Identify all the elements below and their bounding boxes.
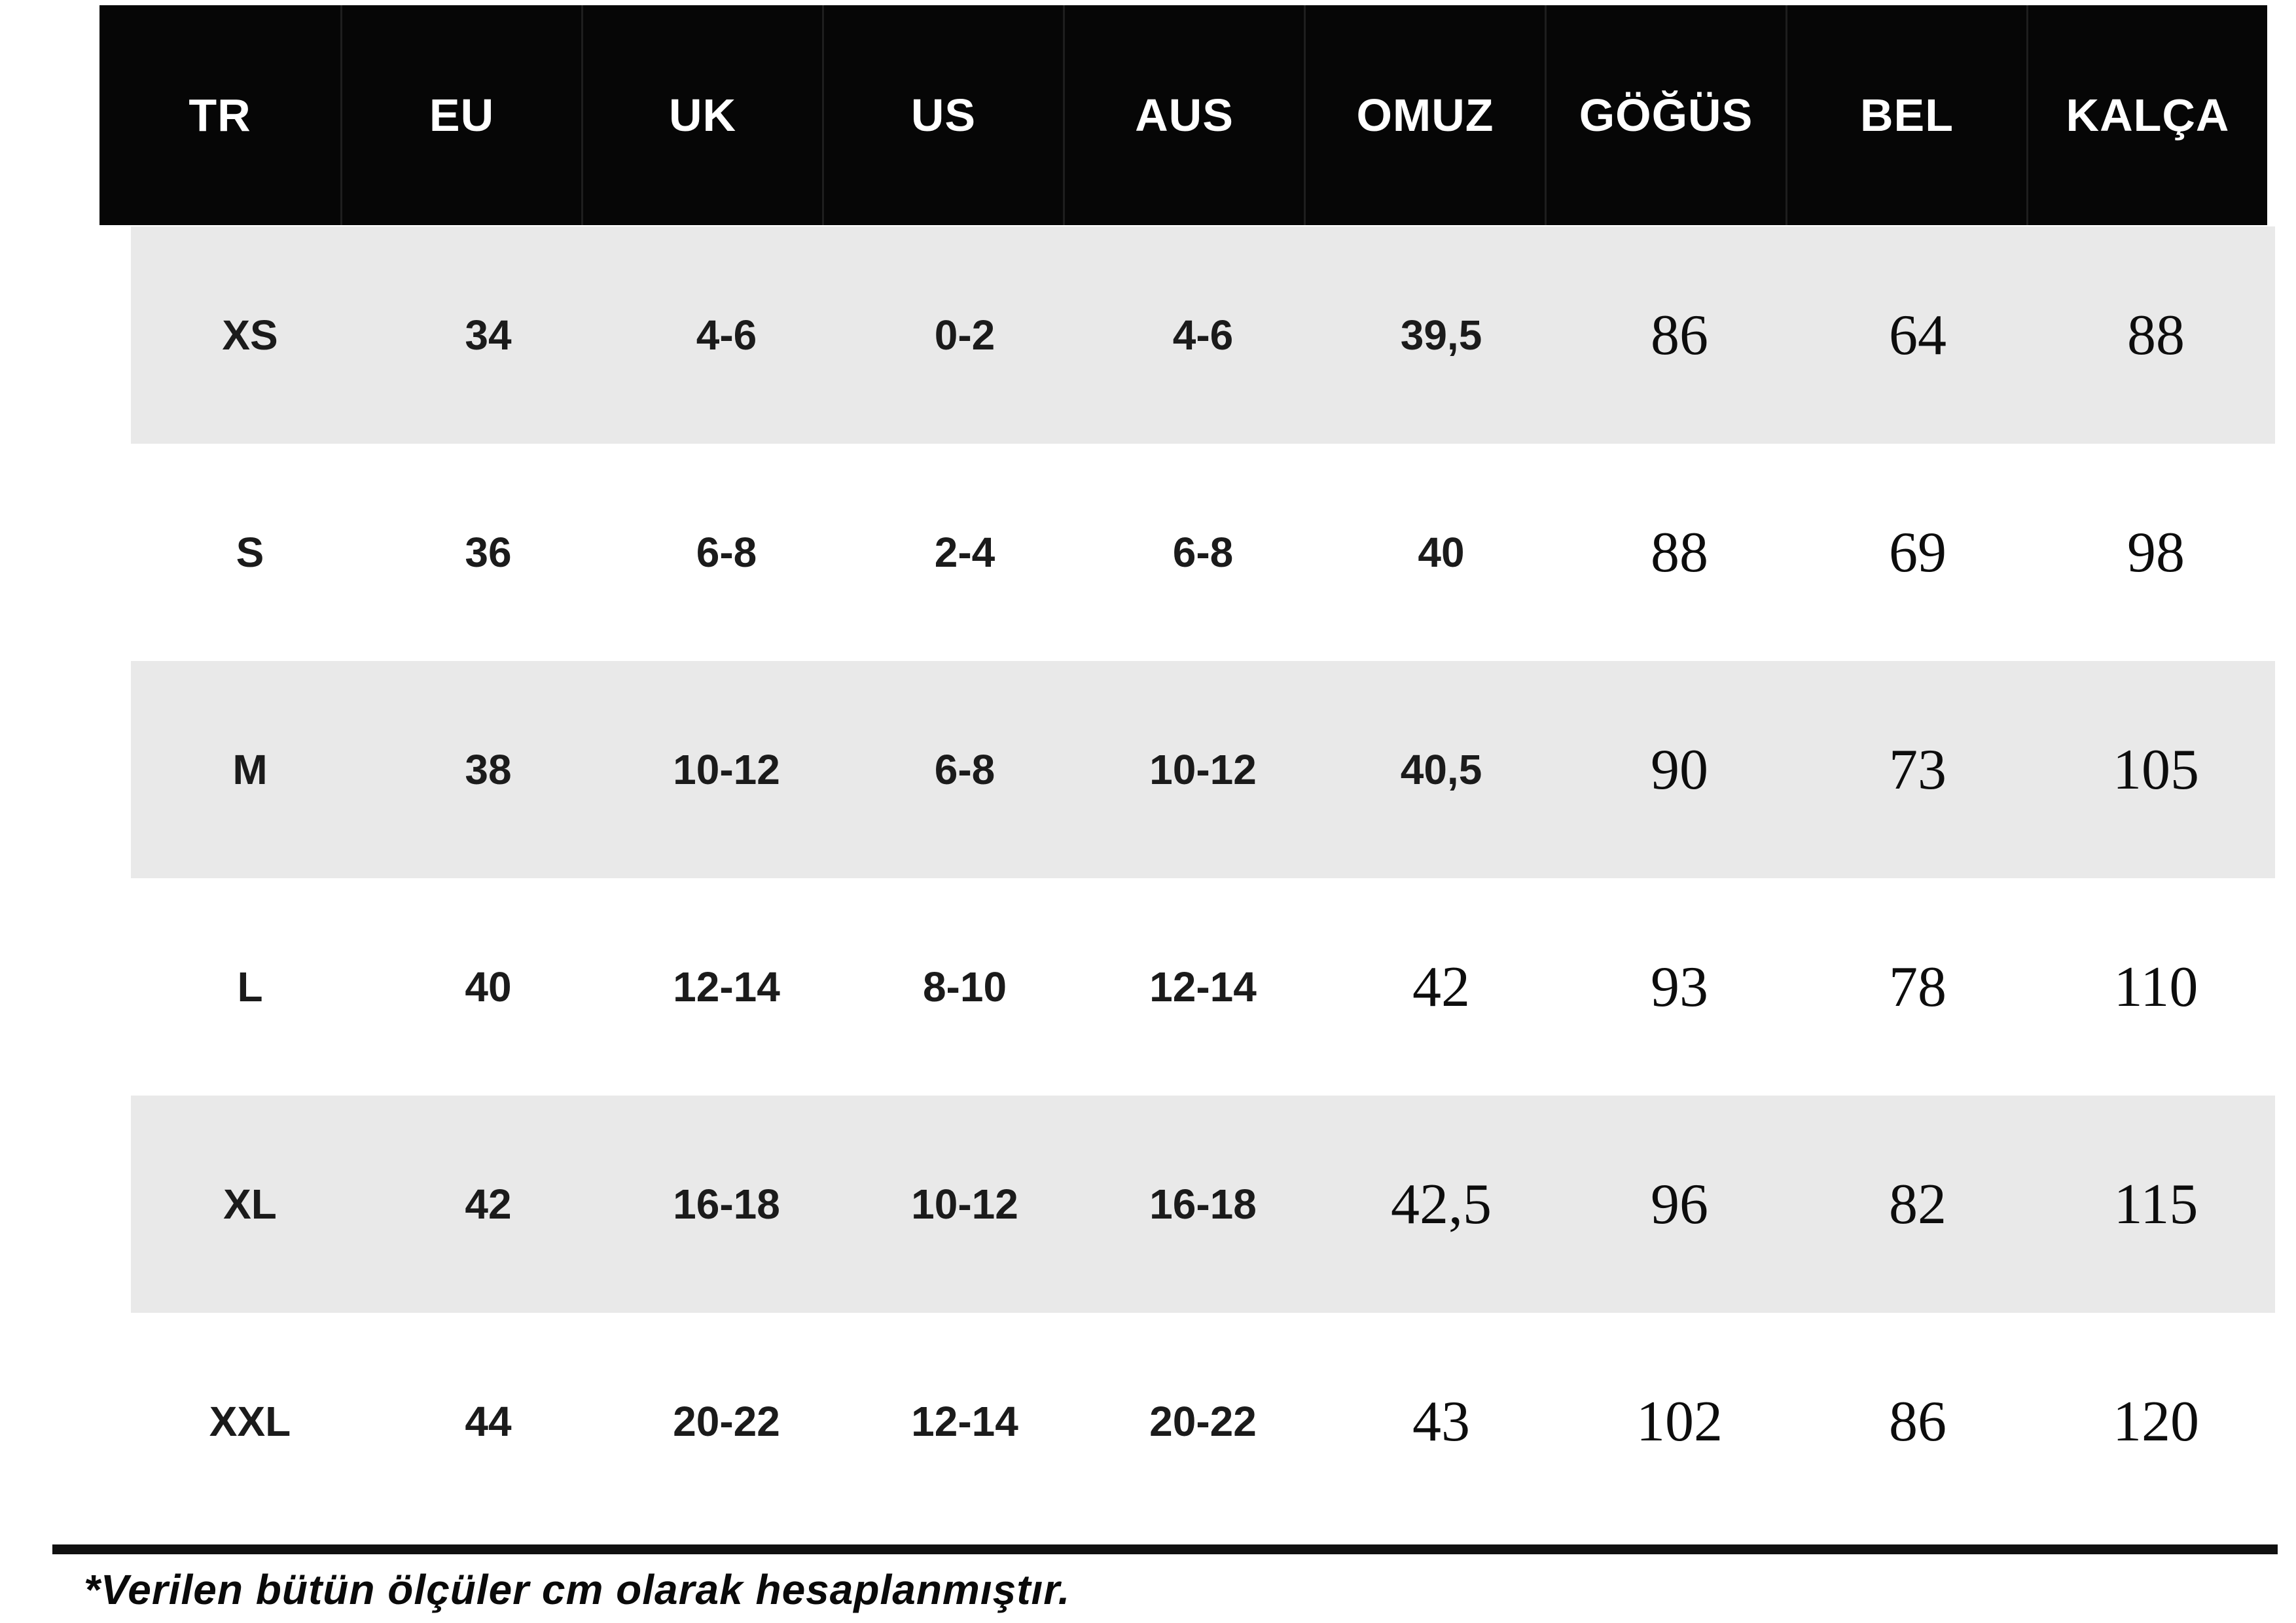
table-cell: 96: [1651, 1172, 1708, 1236]
table-cell: 40: [1418, 529, 1465, 576]
size-label: S: [236, 529, 264, 576]
table-cell: 88: [2127, 303, 2185, 367]
column-header: GÖĞÜS: [1545, 5, 1785, 225]
table-cell: 12-14: [1149, 963, 1257, 1010]
size-label: XS: [222, 312, 278, 359]
table-cell: 6-8: [934, 746, 996, 793]
table-row: M 38 10-12 6-8 10-12 40,5 90 73 105: [131, 661, 2275, 878]
table-cell: 40,5: [1400, 746, 1482, 793]
table-body: XS 34 4-6 0-2 4-6 39,5 86 64 88 S 36 6-8 2-4 6-8 40 88 6…: [131, 226, 2275, 1530]
column-header: US: [822, 5, 1063, 225]
table-cell: 78: [1889, 955, 1946, 1019]
size-label: M: [232, 746, 268, 793]
column-header: AUS: [1063, 5, 1304, 225]
footnote: *Verilen bütün ölçüler cm olarak hesapla…: [84, 1566, 1071, 1613]
table-cell: 120: [2113, 1389, 2199, 1454]
table-cell: 86: [1651, 303, 1708, 367]
table-cell: 16-18: [1149, 1181, 1257, 1228]
table-cell: 8-10: [922, 963, 1007, 1010]
table-cell: 38: [465, 746, 512, 793]
table-cell: 20-22: [1149, 1398, 1257, 1445]
table-row: S 36 6-8 2-4 6-8 40 88 69 98: [131, 444, 2275, 661]
table-cell: 6-8: [696, 529, 757, 576]
table-cell: 42,5: [1391, 1172, 1492, 1236]
table-cell: 16-18: [673, 1181, 780, 1228]
table-cell: 42: [1412, 955, 1470, 1019]
table-cell: 69: [1889, 520, 1946, 584]
table-cell: 110: [2113, 955, 2198, 1019]
table-cell: 44: [465, 1398, 512, 1445]
table-cell: 90: [1651, 738, 1708, 802]
table-cell: 43: [1412, 1389, 1470, 1454]
table-cell: 93: [1651, 955, 1708, 1019]
table-row: L 40 12-14 8-10 12-14 42 93 78 110: [131, 878, 2275, 1096]
table-cell: 6-8: [1172, 529, 1234, 576]
table-header-row: TR EU UK US AUS OMUZ GÖĞÜS BEL KALÇA: [99, 5, 2267, 225]
table-cell: 20-22: [673, 1398, 780, 1445]
table-cell: 39,5: [1400, 312, 1482, 359]
table-cell: 64: [1889, 303, 1946, 367]
table-cell: 73: [1889, 738, 1946, 802]
column-header: OMUZ: [1304, 5, 1545, 225]
table-cell: 115: [2113, 1172, 2198, 1236]
table-cell: 88: [1651, 520, 1708, 584]
table-cell: 0-2: [934, 312, 996, 359]
size-label: L: [237, 963, 263, 1010]
table-cell: 105: [2113, 738, 2199, 802]
size-label: XXL: [209, 1398, 291, 1445]
column-header: UK: [581, 5, 822, 225]
column-header: BEL: [1785, 5, 2026, 225]
table-cell: 36: [465, 529, 512, 576]
table-row: XS 34 4-6 0-2 4-6 39,5 86 64 88: [131, 226, 2275, 444]
table-cell: 40: [465, 963, 512, 1010]
table-cell: 42: [465, 1181, 512, 1228]
table-cell: 4-6: [1172, 312, 1234, 359]
table-cell: 4-6: [696, 312, 757, 359]
table-cell: 12-14: [673, 963, 780, 1010]
table-cell: 2-4: [934, 529, 996, 576]
table-cell: 12-14: [911, 1398, 1018, 1445]
bottom-rule: [52, 1544, 2278, 1554]
column-header: TR: [188, 90, 251, 141]
table-cell: 10-12: [673, 746, 780, 793]
table-cell: 10-12: [911, 1181, 1018, 1228]
table-cell: 102: [1636, 1389, 1723, 1454]
table-cell: 86: [1889, 1389, 1946, 1454]
table-row: XL 42 16-18 10-12 16-18 42,5 96 82 115: [131, 1096, 2275, 1313]
table-cell: 98: [2127, 520, 2185, 584]
table-cell: 34: [465, 312, 512, 359]
table-row: XXL 44 20-22 12-14 20-22 43 102 86 120: [131, 1313, 2275, 1530]
size-label: XL: [223, 1181, 277, 1228]
column-header: EU: [340, 5, 581, 225]
table-cell: 10-12: [1149, 746, 1257, 793]
column-header: KALÇA: [2026, 5, 2267, 225]
table-cell: 82: [1889, 1172, 1946, 1236]
